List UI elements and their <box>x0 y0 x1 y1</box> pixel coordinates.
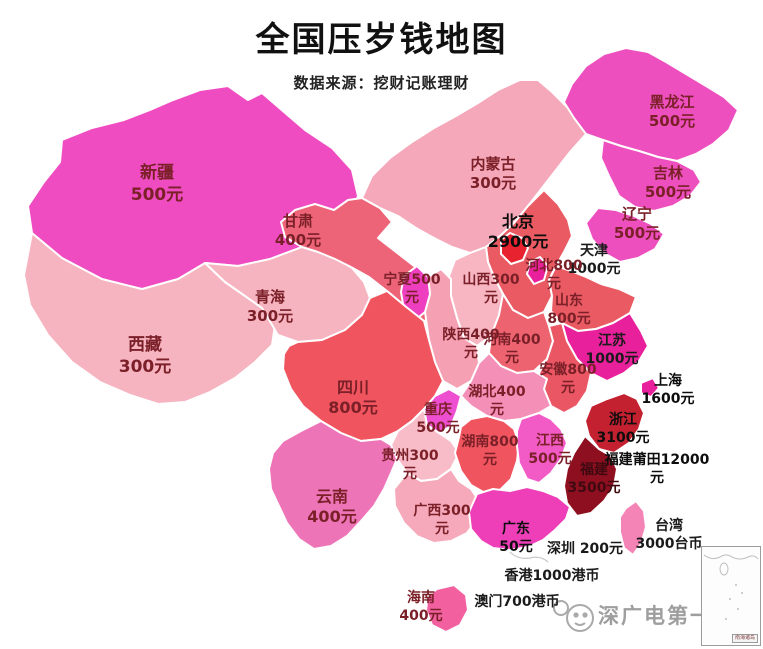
inset-caption: 南海诸岛 <box>731 633 758 643</box>
region-liaoning <box>585 207 665 263</box>
region-zhejiang <box>584 392 645 454</box>
region-fujian <box>563 435 618 517</box>
region-hubei <box>460 352 552 422</box>
region-jiangxi <box>516 412 568 484</box>
region-yunnan <box>268 420 398 550</box>
region-guangdong <box>468 486 571 551</box>
inset-islands-doodle <box>703 554 759 620</box>
watermark-logo-icon <box>553 600 594 632</box>
region-jilin <box>600 139 702 212</box>
region-guizhou <box>390 408 460 482</box>
pearl-delta-coastline <box>509 551 549 563</box>
region-heilongjiang <box>563 47 739 162</box>
south-china-sea-inset: 南海诸岛 <box>701 546 761 646</box>
region-shanghai <box>640 377 660 398</box>
data-source-subtitle: 数据来源：挖财记账理财 <box>293 74 470 92</box>
region-hunan <box>454 415 520 494</box>
region-hainan <box>425 584 469 633</box>
region-taiwan <box>619 500 647 556</box>
region-beijing <box>500 232 529 265</box>
region-guangxi <box>393 468 480 544</box>
region-tianjin <box>526 256 549 285</box>
region-neimenggu <box>361 79 587 254</box>
region-ningxia <box>400 265 431 322</box>
leizhou-peninsula-outline <box>459 551 481 593</box>
page-title: 全国压岁钱地图 <box>255 20 508 60</box>
